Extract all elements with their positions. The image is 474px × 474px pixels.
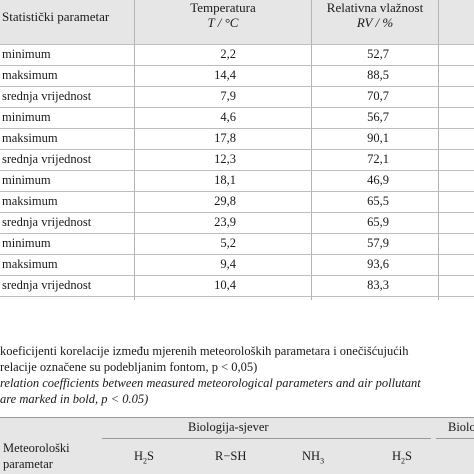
column-nh3: NH3 — [302, 449, 325, 466]
row-divider — [0, 254, 474, 255]
humidity-value: 65,9 — [367, 215, 389, 229]
row-label: srednja vrijednost — [2, 215, 92, 229]
header-temperature: Temperatura — [190, 0, 256, 15]
row-divider — [0, 296, 474, 297]
row-label: srednja vrijednost — [2, 89, 92, 103]
group-underline — [102, 438, 431, 439]
temperature-value: 29,8 — [214, 194, 236, 208]
caption-line-en-2: are marked in bold, p < 0.05) — [0, 392, 149, 406]
humidity-value: 57,9 — [367, 236, 389, 250]
humidity-value: 52,7 — [367, 47, 389, 61]
temperature-value: 4,6 — [220, 110, 236, 124]
row-label: srednja vrijednost — [2, 152, 92, 166]
temperature-value: 23,9 — [214, 215, 236, 229]
row-divider — [0, 275, 474, 276]
row-label-meteoroloski: Meteorološki — [3, 441, 70, 455]
header-statistical-parameter: Statistički parametar — [2, 9, 110, 24]
humidity-value: 90,1 — [367, 131, 389, 145]
group-header-biologija-truncated: Biolo — [448, 420, 474, 434]
table-header-background — [0, 0, 474, 44]
row-label: maksimum — [2, 131, 58, 145]
statistics-table: Statistički parametar Temperatura T / °C… — [0, 0, 474, 300]
row-divider — [0, 128, 474, 129]
humidity-value: 88,5 — [367, 68, 389, 82]
row-divider — [0, 149, 474, 150]
temperature-value: 10,4 — [214, 278, 236, 292]
humidity-value: 83,3 — [367, 278, 389, 292]
row-label: maksimum — [2, 68, 58, 82]
temperature-value: 12,3 — [214, 152, 236, 166]
row-divider — [0, 107, 474, 108]
table-header-background — [0, 418, 474, 474]
row-label: minimum — [2, 47, 51, 61]
humidity-value: 93,6 — [367, 257, 389, 271]
column-divider — [134, 0, 135, 300]
row-label: minimum — [2, 110, 51, 124]
temperature-value: 9,4 — [220, 257, 236, 271]
humidity-value: 56,7 — [367, 110, 389, 124]
temperature-value: 14,4 — [214, 68, 236, 82]
row-divider — [0, 212, 474, 213]
header-relative-humidity: Relativna vlažnost — [326, 0, 424, 15]
row-divider — [0, 170, 474, 171]
row-divider — [0, 86, 474, 87]
temperature-value: 2,2 — [220, 47, 236, 61]
column-r-sh: R−SH — [215, 449, 247, 463]
header-relative-humidity-unit: RV / % — [356, 15, 394, 30]
temperature-value: 17,8 — [214, 131, 236, 145]
column-divider — [438, 0, 439, 300]
humidity-value: 72,1 — [367, 152, 389, 166]
table-top-rule — [0, 417, 474, 418]
column-h2s-second: H2S — [392, 449, 412, 466]
row-label: minimum — [2, 236, 51, 250]
caption-line-hr-1: koeficijenti korelacije između mjerenih … — [0, 344, 409, 358]
row-label: maksimum — [2, 257, 58, 271]
column-h2s: H2S — [134, 449, 154, 466]
humidity-value: 70,7 — [367, 89, 389, 103]
caption-line-hr-2: relacije označene su podebljanim fontom,… — [0, 360, 258, 374]
header-temperature-unit: T / °C — [207, 15, 239, 30]
group-header-biologija-sjever: Biologija-sjever — [188, 420, 269, 434]
row-divider — [0, 233, 474, 234]
column-divider — [311, 0, 312, 300]
temperature-value: 18,1 — [214, 173, 236, 187]
row-divider — [0, 44, 474, 45]
temperature-value: 5,2 — [220, 236, 236, 250]
row-label-parametar: parametar — [3, 457, 53, 471]
row-label: srednja vrijednost — [2, 278, 92, 292]
temperature-value: 7,9 — [220, 89, 236, 103]
row-divider — [0, 65, 474, 66]
group-underline — [436, 438, 474, 439]
humidity-value: 46,9 — [367, 173, 389, 187]
row-label: maksimum — [2, 194, 58, 208]
humidity-value: 65,5 — [367, 194, 389, 208]
caption-line-en-1: relation coefficients between measured m… — [0, 376, 421, 390]
row-divider — [0, 191, 474, 192]
row-label: minimum — [2, 173, 51, 187]
